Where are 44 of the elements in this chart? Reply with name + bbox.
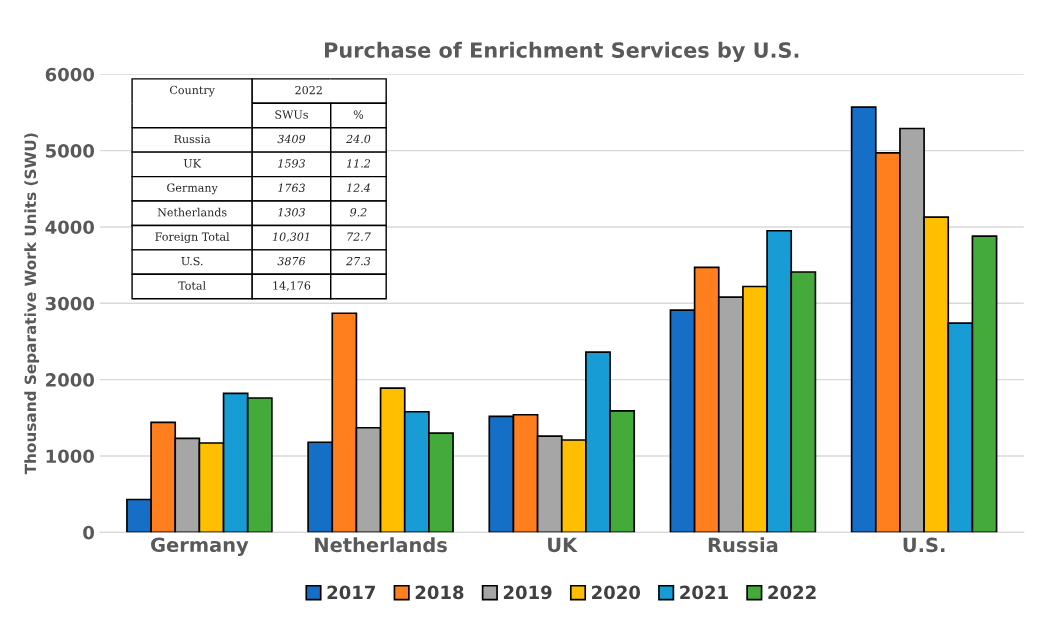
annotation: Netherlands — [157, 207, 227, 217]
legend-label: 2019 — [503, 585, 552, 600]
x-tick-label: Russia — [708, 537, 778, 553]
annotation: 14,176 — [273, 281, 311, 292]
chart-title: Purchase of Enrichment Services by U.S. — [325, 41, 799, 63]
annotation: 1593 — [278, 159, 305, 168]
annotation: 9.2 — [350, 208, 367, 217]
legend-label: 2018 — [415, 585, 464, 600]
x-tick-label: Germany — [151, 537, 249, 557]
annotation: UK — [183, 159, 202, 168]
x-tick-label: U.S. — [903, 537, 945, 553]
annotation: 72.7 — [347, 232, 371, 241]
annotation: 24.0 — [346, 134, 371, 144]
legend-label: 2020 — [592, 585, 641, 600]
x-tick-label: UK — [548, 537, 578, 553]
y-tick-label: 0 — [83, 525, 95, 540]
annotation: 12.4 — [346, 183, 371, 193]
y-tick-label: 5000 — [46, 144, 95, 158]
legend-label: 2017 — [327, 585, 375, 600]
annotation: Total — [178, 281, 206, 290]
annotation: 27.3 — [346, 256, 371, 266]
annotation: 11.2 — [346, 159, 371, 168]
annotation: 2022 — [295, 85, 322, 95]
y-tick-label: 4000 — [45, 220, 95, 235]
annotation: 1303 — [278, 208, 305, 217]
annotation: Russia — [174, 134, 211, 144]
annotation: Country — [169, 85, 215, 97]
y-tick-label: 3000 — [45, 296, 95, 311]
legend-label: 2022 — [768, 585, 816, 600]
y-axis-title: Thousand Separative Work Units (SWU) — [24, 133, 40, 475]
annotation: SWUs — [275, 110, 308, 119]
annotation: U.S. — [181, 256, 203, 266]
annotation: 3409 — [277, 134, 306, 144]
annotation: 3876 — [277, 256, 306, 266]
legend-label: 2021 — [680, 585, 728, 600]
y-tick-label: 1000 — [46, 449, 95, 464]
annotation: 1763 — [278, 183, 305, 193]
y-tick-label: 2000 — [46, 373, 95, 387]
annotation: Foreign Total — [155, 232, 230, 244]
annotation: Germany — [167, 183, 218, 195]
annotation: 10,301 — [272, 232, 309, 243]
annotation: % — [353, 110, 364, 119]
x-tick-label: Netherlands — [315, 537, 447, 553]
y-tick-label: 6000 — [45, 67, 95, 82]
